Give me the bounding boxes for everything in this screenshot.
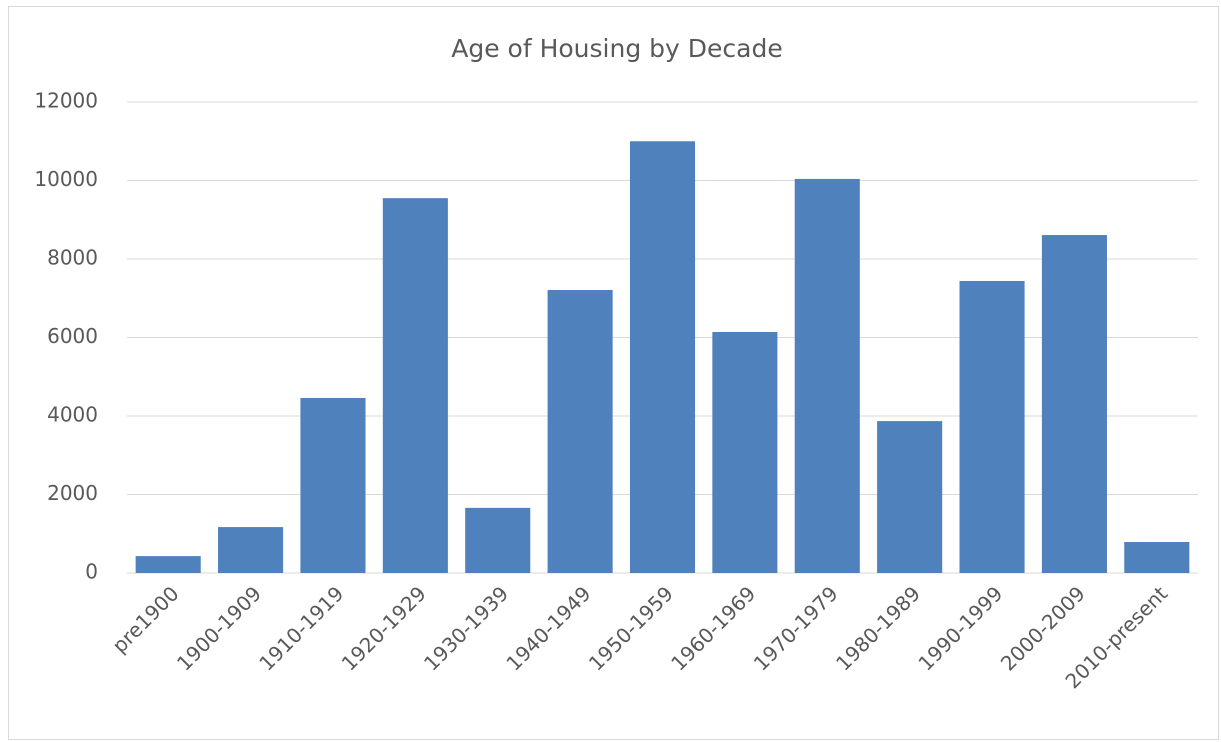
bar <box>547 290 613 573</box>
y-tick-label: 6000 <box>47 324 98 348</box>
bar <box>382 198 448 573</box>
chart-title: Age of Housing by Decade <box>451 34 782 63</box>
y-tick-label: 10000 <box>34 167 98 191</box>
y-tick-label: 4000 <box>47 403 98 427</box>
bar <box>712 332 778 573</box>
bar <box>959 280 1025 573</box>
bar <box>629 141 696 573</box>
y-tick-label: 0 <box>85 560 98 584</box>
y-tick-label: 12000 <box>34 89 98 113</box>
bar <box>794 178 860 573</box>
bar <box>877 421 943 573</box>
bar <box>218 527 284 573</box>
y-tick-label: 2000 <box>47 481 98 505</box>
bar <box>465 507 531 573</box>
bar <box>300 397 366 573</box>
y-tick-label: 8000 <box>47 246 98 270</box>
bar <box>135 556 201 573</box>
bar <box>1124 541 1190 573</box>
bar <box>1041 235 1107 573</box>
